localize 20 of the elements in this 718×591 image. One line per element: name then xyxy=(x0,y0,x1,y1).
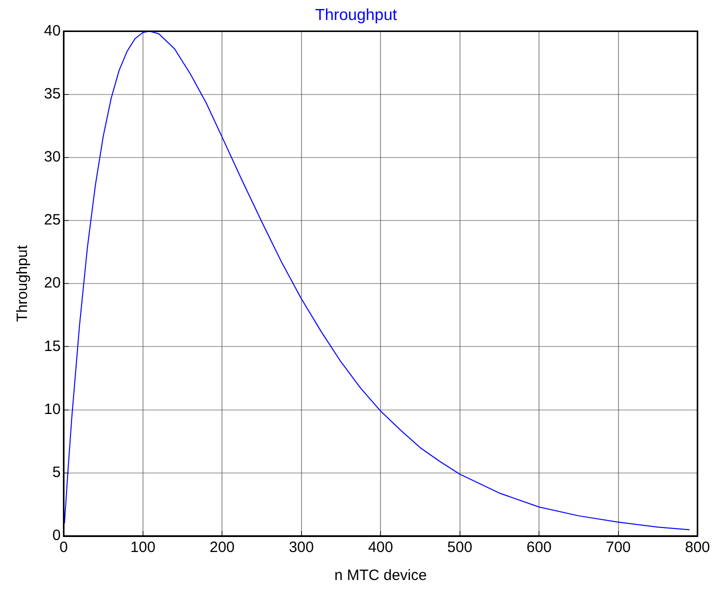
chart-title: Throughput xyxy=(315,7,398,24)
x-tick-label: 100 xyxy=(130,539,156,556)
x-tick-label: 600 xyxy=(526,539,552,556)
x-tick-label: 500 xyxy=(447,539,472,556)
x-axis-title: n MTC device xyxy=(334,567,427,584)
y-tick-label: 10 xyxy=(44,400,61,418)
x-tick-label: 200 xyxy=(210,539,235,556)
y-tick-label: 20 xyxy=(44,274,61,292)
y-tick-label: 5 xyxy=(52,464,61,482)
x-tick-label: 700 xyxy=(606,539,631,556)
x-tick-label: 300 xyxy=(288,539,314,556)
y-tick-label: 15 xyxy=(44,338,61,355)
y-tick-label: 0 xyxy=(52,527,61,544)
y-axis-title: Throughput xyxy=(14,244,32,322)
x-tick-label: 400 xyxy=(368,539,394,556)
y-tick-label: 40 xyxy=(44,22,61,40)
y-tick-label: 30 xyxy=(44,148,61,166)
x-tick-label: 800 xyxy=(684,539,710,556)
y-tick-label: 35 xyxy=(44,85,61,102)
y-tick-label: 25 xyxy=(44,212,61,229)
